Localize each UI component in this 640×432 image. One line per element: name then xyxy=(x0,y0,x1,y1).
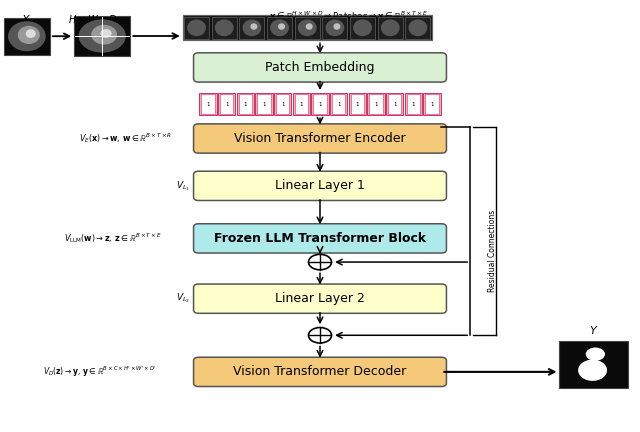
FancyBboxPatch shape xyxy=(323,17,348,38)
Ellipse shape xyxy=(92,25,117,44)
FancyBboxPatch shape xyxy=(294,17,320,38)
FancyBboxPatch shape xyxy=(369,94,383,114)
FancyBboxPatch shape xyxy=(404,93,422,115)
FancyBboxPatch shape xyxy=(388,94,401,114)
FancyBboxPatch shape xyxy=(218,93,236,115)
FancyBboxPatch shape xyxy=(313,94,327,114)
Text: 1: 1 xyxy=(281,102,284,107)
FancyBboxPatch shape xyxy=(294,94,308,114)
FancyBboxPatch shape xyxy=(193,53,447,82)
Text: Linear Layer 1: Linear Layer 1 xyxy=(275,179,365,192)
FancyBboxPatch shape xyxy=(332,94,346,114)
Text: $V_{L_2}$: $V_{L_2}$ xyxy=(176,292,189,305)
Text: 1: 1 xyxy=(262,102,266,107)
Ellipse shape xyxy=(586,347,605,361)
Ellipse shape xyxy=(333,23,340,30)
Ellipse shape xyxy=(353,19,372,36)
FancyBboxPatch shape xyxy=(201,94,215,114)
Ellipse shape xyxy=(578,359,607,381)
Ellipse shape xyxy=(250,23,257,30)
Ellipse shape xyxy=(26,29,36,38)
Text: 1: 1 xyxy=(206,102,210,107)
FancyBboxPatch shape xyxy=(330,93,348,115)
FancyBboxPatch shape xyxy=(237,93,254,115)
Ellipse shape xyxy=(408,19,428,36)
FancyBboxPatch shape xyxy=(559,341,628,388)
Text: Residual Connections: Residual Connections xyxy=(488,210,497,292)
FancyBboxPatch shape xyxy=(292,93,310,115)
FancyBboxPatch shape xyxy=(257,94,271,114)
Text: $X$: $X$ xyxy=(21,13,31,25)
Ellipse shape xyxy=(326,19,344,36)
Ellipse shape xyxy=(243,19,261,36)
Ellipse shape xyxy=(100,29,112,38)
FancyBboxPatch shape xyxy=(193,224,447,253)
FancyBboxPatch shape xyxy=(182,15,432,40)
Ellipse shape xyxy=(306,23,313,30)
Text: 1: 1 xyxy=(300,102,303,107)
FancyBboxPatch shape xyxy=(425,94,439,114)
FancyBboxPatch shape xyxy=(351,94,364,114)
FancyBboxPatch shape xyxy=(74,16,131,56)
FancyBboxPatch shape xyxy=(212,17,237,38)
Ellipse shape xyxy=(215,19,234,36)
Text: $V_{L_1}$: $V_{L_1}$ xyxy=(175,179,189,193)
FancyBboxPatch shape xyxy=(311,93,329,115)
Text: 1: 1 xyxy=(412,102,415,107)
Text: Patch Embedding: Patch Embedding xyxy=(265,61,375,74)
Text: 1: 1 xyxy=(374,102,378,107)
FancyBboxPatch shape xyxy=(239,94,252,114)
FancyBboxPatch shape xyxy=(267,17,292,38)
FancyBboxPatch shape xyxy=(367,93,385,115)
FancyBboxPatch shape xyxy=(349,93,366,115)
Text: $V_D(\mathbf{z}) \rightarrow \mathbf{y},\,\mathbf{y} \in \mathbb{R}^{B \times C : $V_D(\mathbf{z}) \rightarrow \mathbf{y},… xyxy=(43,365,157,379)
Text: 1: 1 xyxy=(393,102,396,107)
Text: $\mathbf{x} \in \mathbb{R}^{H \times W \times D} \Rightarrow \mathrm{Patches} \R: $\mathbf{x} \in \mathbb{R}^{H \times W \… xyxy=(269,10,429,22)
Ellipse shape xyxy=(79,19,126,53)
Text: 1: 1 xyxy=(356,102,359,107)
Ellipse shape xyxy=(381,19,399,36)
Ellipse shape xyxy=(8,21,45,51)
Text: Vision Transformer Encoder: Vision Transformer Encoder xyxy=(234,132,406,145)
Text: 1: 1 xyxy=(337,102,340,107)
Ellipse shape xyxy=(278,23,285,30)
FancyBboxPatch shape xyxy=(274,93,291,115)
Text: 1: 1 xyxy=(244,102,247,107)
FancyBboxPatch shape xyxy=(193,284,447,313)
Text: Vision Transformer Decoder: Vision Transformer Decoder xyxy=(234,365,406,378)
Text: 1: 1 xyxy=(225,102,228,107)
FancyBboxPatch shape xyxy=(199,93,217,115)
FancyBboxPatch shape xyxy=(193,124,447,153)
Text: $V_{\mathrm{LLM}}(\mathbf{w}) \rightarrow \mathbf{z},\,\mathbf{z} \in \mathbb{R}: $V_{\mathrm{LLM}}(\mathbf{w}) \rightarro… xyxy=(63,232,161,245)
Text: $H \times W \times D$: $H \times W \times D$ xyxy=(68,13,118,25)
FancyBboxPatch shape xyxy=(350,17,375,38)
Text: 1: 1 xyxy=(318,102,322,107)
FancyBboxPatch shape xyxy=(184,17,209,38)
Ellipse shape xyxy=(298,19,317,36)
FancyBboxPatch shape xyxy=(386,93,403,115)
Text: Linear Layer 2: Linear Layer 2 xyxy=(275,292,365,305)
FancyBboxPatch shape xyxy=(378,17,403,38)
FancyBboxPatch shape xyxy=(255,93,273,115)
Ellipse shape xyxy=(270,19,289,36)
Text: $V_E(\mathbf{x}) \rightarrow \mathbf{w},\,\mathbf{w} \in \mathbb{R}^{B \times T : $V_E(\mathbf{x}) \rightarrow \mathbf{w},… xyxy=(79,131,172,146)
FancyBboxPatch shape xyxy=(193,171,447,200)
FancyBboxPatch shape xyxy=(239,17,264,38)
FancyBboxPatch shape xyxy=(220,94,234,114)
FancyBboxPatch shape xyxy=(423,93,441,115)
Ellipse shape xyxy=(18,26,40,44)
FancyBboxPatch shape xyxy=(406,94,420,114)
Ellipse shape xyxy=(187,19,206,36)
Text: 1: 1 xyxy=(430,102,434,107)
FancyBboxPatch shape xyxy=(276,94,289,114)
Text: Frozen LLM Transformer Block: Frozen LLM Transformer Block xyxy=(214,232,426,245)
FancyBboxPatch shape xyxy=(4,18,50,54)
FancyBboxPatch shape xyxy=(405,17,431,38)
FancyBboxPatch shape xyxy=(193,357,447,387)
Text: $Y$: $Y$ xyxy=(589,324,599,336)
